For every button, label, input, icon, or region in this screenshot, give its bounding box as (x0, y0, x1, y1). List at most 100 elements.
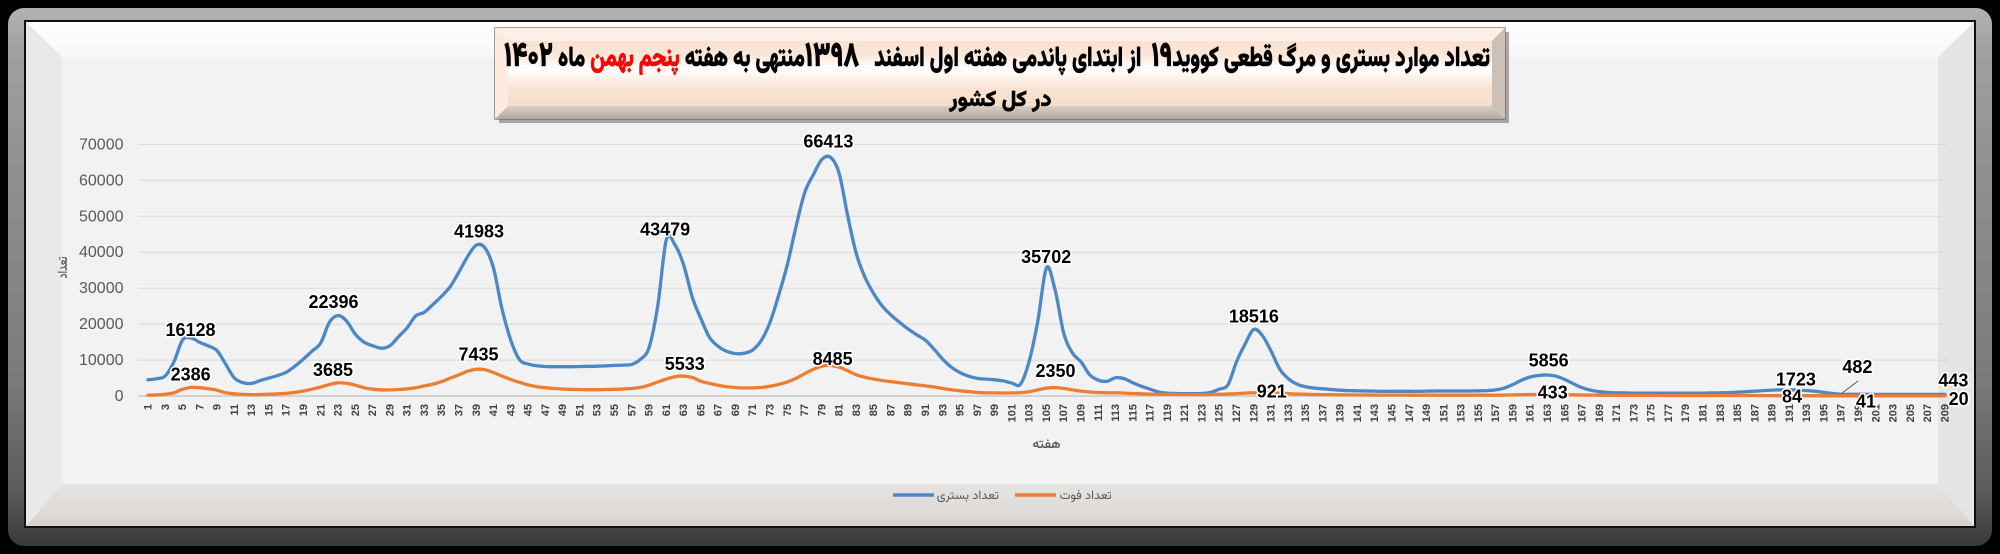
svg-text:15: 15 (263, 404, 275, 416)
svg-text:119: 119 (1162, 404, 1174, 422)
svg-text:81: 81 (834, 404, 846, 416)
svg-text:87: 87 (886, 404, 898, 416)
svg-text:35: 35 (436, 404, 448, 416)
svg-text:17: 17 (281, 404, 293, 416)
svg-text:7: 7 (194, 404, 206, 410)
svg-text:113: 113 (1110, 404, 1122, 422)
svg-text:2350: 2350 (1035, 361, 1075, 381)
svg-text:21: 21 (315, 404, 327, 416)
svg-text:97: 97 (972, 404, 984, 416)
svg-text:121: 121 (1179, 404, 1191, 422)
svg-text:16128: 16128 (165, 320, 215, 340)
svg-text:39: 39 (471, 404, 483, 416)
svg-text:23: 23 (333, 404, 345, 416)
svg-text:89: 89 (903, 404, 915, 416)
svg-text:33: 33 (419, 404, 431, 416)
svg-text:149: 149 (1421, 404, 1433, 422)
svg-text:40000: 40000 (79, 244, 124, 261)
svg-text:185: 185 (1732, 404, 1744, 422)
svg-text:91: 91 (920, 404, 932, 416)
svg-text:191: 191 (1784, 404, 1796, 422)
svg-text:30000: 30000 (79, 280, 124, 297)
svg-text:135: 135 (1300, 404, 1312, 422)
svg-text:167: 167 (1577, 404, 1589, 422)
svg-text:127: 127 (1231, 404, 1243, 422)
svg-text:183: 183 (1715, 404, 1727, 422)
svg-text:66413: 66413 (803, 132, 853, 152)
svg-text:84: 84 (1782, 387, 1802, 407)
svg-text:11: 11 (229, 404, 241, 416)
svg-text:95: 95 (955, 404, 967, 416)
svg-text:3685: 3685 (313, 360, 353, 380)
svg-text:201: 201 (1870, 404, 1882, 422)
svg-text:29: 29 (384, 404, 396, 416)
svg-text:9: 9 (212, 404, 224, 410)
svg-text:103: 103 (1024, 404, 1036, 422)
svg-text:131: 131 (1266, 404, 1278, 422)
svg-text:47: 47 (540, 404, 552, 416)
svg-text:117: 117 (1145, 404, 1157, 422)
svg-text:207: 207 (1922, 404, 1934, 422)
svg-text:51: 51 (575, 404, 587, 416)
svg-text:41983: 41983 (454, 222, 504, 242)
svg-text:173: 173 (1628, 404, 1640, 422)
svg-text:22396: 22396 (308, 292, 358, 312)
svg-text:137: 137 (1317, 404, 1329, 422)
svg-text:165: 165 (1559, 404, 1571, 422)
svg-text:5533: 5533 (665, 354, 705, 374)
svg-text:133: 133 (1283, 404, 1295, 422)
svg-text:2386: 2386 (171, 364, 211, 384)
svg-text:5: 5 (177, 404, 189, 410)
svg-text:1: 1 (143, 404, 155, 410)
svg-text:111: 111 (1093, 404, 1105, 421)
svg-text:153: 153 (1456, 404, 1468, 422)
svg-text:20000: 20000 (79, 316, 124, 333)
svg-text:157: 157 (1490, 404, 1502, 422)
svg-text:41: 41 (1856, 392, 1876, 412)
svg-text:105: 105 (1041, 404, 1053, 422)
svg-text:43479: 43479 (640, 220, 690, 240)
svg-text:203: 203 (1888, 404, 1900, 422)
svg-text:151: 151 (1438, 404, 1450, 422)
svg-text:5856: 5856 (1529, 350, 1569, 370)
svg-text:79: 79 (816, 404, 828, 416)
svg-text:27: 27 (367, 404, 379, 416)
svg-text:205: 205 (1905, 404, 1917, 422)
svg-text:85: 85 (868, 404, 880, 416)
svg-text:193: 193 (1801, 404, 1813, 422)
svg-text:921: 921 (1257, 382, 1287, 402)
svg-text:109: 109 (1076, 404, 1088, 422)
svg-text:71: 71 (747, 404, 759, 416)
svg-text:25: 25 (350, 404, 362, 416)
svg-text:175: 175 (1646, 404, 1658, 422)
svg-text:8485: 8485 (813, 349, 853, 369)
svg-text:83: 83 (851, 404, 863, 416)
svg-text:63: 63 (678, 404, 690, 416)
svg-text:155: 155 (1473, 404, 1485, 422)
svg-text:45: 45 (523, 404, 535, 416)
svg-text:169: 169 (1594, 404, 1606, 422)
svg-text:20: 20 (1949, 389, 1969, 409)
svg-text:187: 187 (1749, 404, 1761, 422)
svg-text:107: 107 (1058, 404, 1070, 422)
svg-text:49: 49 (557, 404, 569, 416)
svg-text:65: 65 (695, 404, 707, 416)
svg-text:35702: 35702 (1021, 247, 1071, 267)
svg-text:161: 161 (1525, 404, 1537, 422)
svg-text:141: 141 (1352, 404, 1364, 422)
svg-text:37: 37 (454, 404, 466, 416)
svg-text:0: 0 (115, 388, 124, 405)
svg-text:50000: 50000 (79, 208, 124, 225)
svg-text:143: 143 (1369, 404, 1381, 422)
svg-text:179: 179 (1680, 404, 1692, 422)
svg-text:41: 41 (488, 404, 500, 416)
svg-text:43: 43 (505, 404, 517, 416)
svg-text:177: 177 (1663, 404, 1675, 422)
svg-text:13: 13 (246, 404, 258, 416)
svg-text:61: 61 (661, 404, 673, 416)
svg-text:59: 59 (644, 404, 656, 416)
svg-text:209: 209 (1939, 404, 1951, 422)
svg-text:57: 57 (626, 404, 638, 416)
svg-text:7435: 7435 (458, 345, 498, 365)
svg-text:75: 75 (782, 404, 794, 416)
